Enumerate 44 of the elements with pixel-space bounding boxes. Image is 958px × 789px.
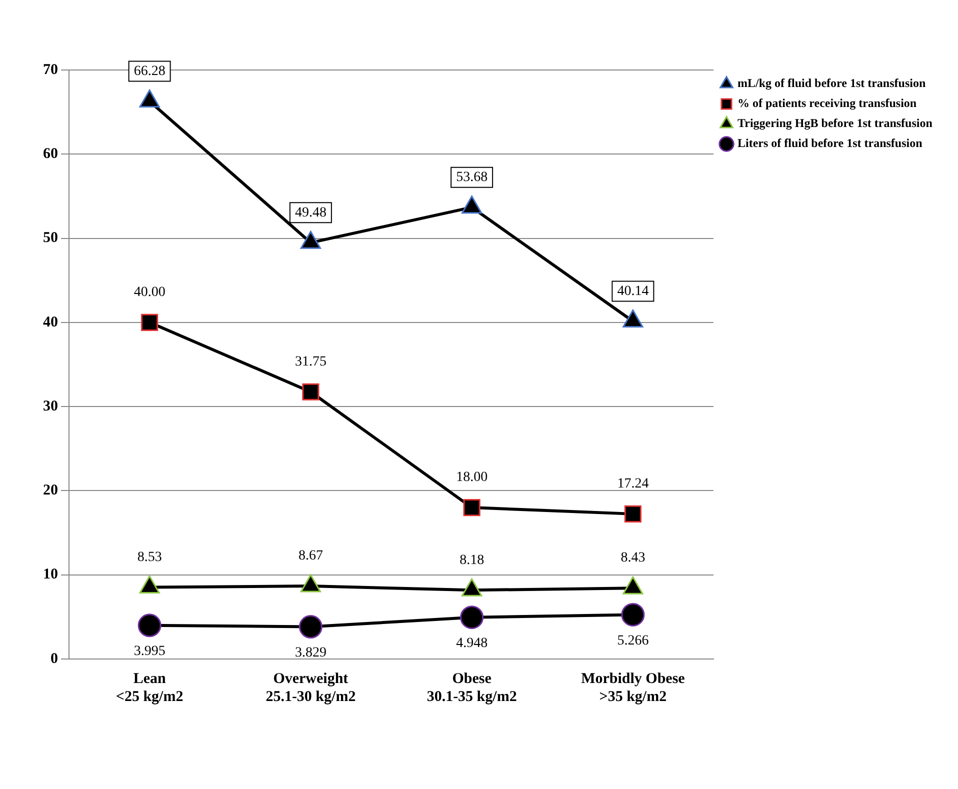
point xyxy=(621,602,645,626)
point xyxy=(138,614,162,638)
y-tick-label: 40 xyxy=(43,314,58,330)
legend-label: Liters of fluid before 1st transfusion xyxy=(738,136,923,150)
legend-label: mL/kg of fluid before 1st transfusion xyxy=(738,76,926,90)
text: 31.75 xyxy=(294,354,326,370)
point xyxy=(624,505,642,522)
x-tick-label: Lean <25 kg/m2 xyxy=(116,670,184,705)
text: 5.266 xyxy=(617,633,649,648)
y-tick-label: 20 xyxy=(43,482,58,499)
text: 3.995 xyxy=(134,644,166,660)
legend-label: % of patients receiving transfusion xyxy=(738,96,917,110)
point xyxy=(302,383,320,400)
text: 18.00 xyxy=(456,470,488,486)
x-tick-label: Obese 30.1-35 kg/m2 xyxy=(426,670,517,705)
text: 8.53 xyxy=(137,550,162,565)
text: 8.67 xyxy=(298,548,323,564)
legend-label: Triggering HgB before 1st transfusion xyxy=(738,116,933,130)
point xyxy=(300,230,321,249)
point xyxy=(139,90,160,108)
text: 49.48 xyxy=(294,205,326,220)
y-tick-label: 10 xyxy=(43,566,58,583)
y-tick-label: 30 xyxy=(43,398,58,414)
text: 66.28 xyxy=(134,64,166,79)
text: 4.948 xyxy=(456,636,488,652)
x-tick-label: Overweight 25.1-30 kg/m2 xyxy=(266,670,356,705)
text: 8.43 xyxy=(620,550,646,566)
x-tick-label: Morbidly Obese >35 kg/m2 xyxy=(581,670,686,705)
text: 17.24 xyxy=(617,476,649,492)
y-tick-label: 50 xyxy=(43,230,58,246)
point xyxy=(463,499,480,516)
point xyxy=(460,606,484,630)
text: 40.14 xyxy=(617,284,649,299)
point xyxy=(298,615,322,639)
text: 3.829 xyxy=(294,645,326,660)
point xyxy=(622,310,644,328)
y-tick-label: 0 xyxy=(50,650,58,667)
y-tick-label: 70 xyxy=(43,62,58,78)
text: 53.68 xyxy=(456,170,488,185)
text: 40.00 xyxy=(134,285,166,300)
point xyxy=(141,314,158,331)
point xyxy=(462,196,482,214)
text: 8.18 xyxy=(460,552,484,568)
y-tick-label: 60 xyxy=(43,146,58,162)
